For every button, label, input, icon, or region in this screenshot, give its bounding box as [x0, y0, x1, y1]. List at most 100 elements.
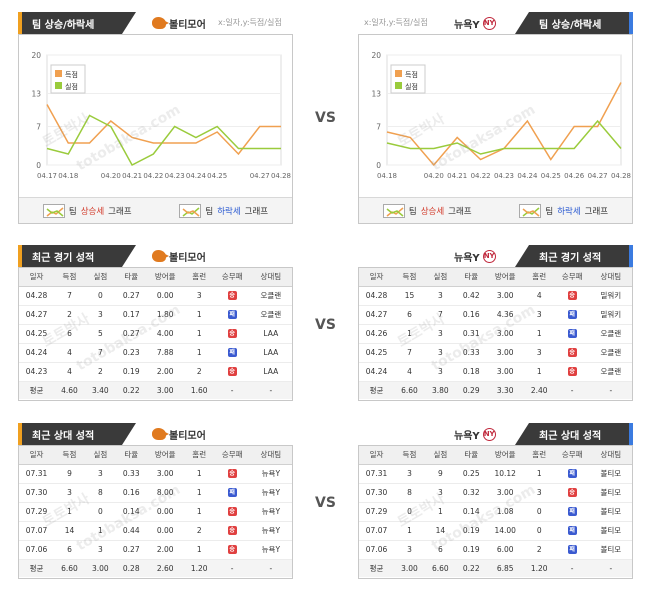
average-cell: 평균 [359, 559, 395, 577]
table-cell: 3.00 [486, 324, 524, 344]
vs-label-chart: VS [315, 110, 336, 126]
y-tick-label: 20 [31, 51, 41, 60]
h2h-table-left: 일자 득점 실점 타율 방어율 홈런 승무패 상대팀 07.31 9 3 0.33 3.00 1 승 뉴욕Y 0… [18, 445, 293, 579]
average-cell: - [554, 381, 590, 399]
table-cell: 0.18 [455, 362, 487, 382]
y-tick-label: 7 [36, 123, 41, 132]
table-cell: 04.25 [359, 343, 395, 363]
table-cell: 8 [394, 483, 425, 503]
h2h-tab-left: 최근 상대 성적 [18, 423, 136, 445]
table-cell: 3 [394, 540, 425, 560]
h2h-title: 최근 상대 성적 [32, 430, 95, 442]
table-cell: 1 [183, 483, 215, 503]
up-graph-icon [382, 203, 405, 218]
x-tick-label: 04.22 [143, 172, 163, 180]
h2h-header-right: 뉴욕Y NY 최근 상대 성적 [358, 423, 633, 445]
trend-tab-left: 팀 상승/하락세 [18, 12, 136, 34]
legend-up-word: 상승세 [80, 206, 105, 217]
column-header: 상대팀 [249, 446, 292, 465]
legend-up-word: 상승세 [420, 206, 445, 217]
table-cell: 14 [54, 521, 85, 541]
table-cell: 0.44 [115, 521, 147, 541]
table-cell: 7 [424, 305, 456, 325]
table-cell: 3.00 [146, 464, 184, 484]
recent-table-left: 일자 득점 실점 타율 방어율 홈런 승무패 상대팀 04.28 7 0 0.27 0.00 3 승 오클랜 0… [18, 267, 293, 401]
table-cell: 5 [84, 324, 116, 344]
table-cell: LAA [249, 324, 292, 344]
axis-note-right: x:일자,y:득점/실점 [364, 18, 428, 27]
orioles-bird-icon [152, 17, 169, 29]
table-cell: 3 [54, 483, 85, 503]
h2h-title: 최근 상대 성적 [539, 430, 602, 442]
table-cell: 0 [523, 521, 555, 541]
up-graph-icon [42, 203, 65, 218]
column-header: 득점 [54, 446, 85, 465]
table-cell: 3 [424, 343, 456, 363]
table-cell: 1 [183, 305, 215, 325]
table-cell: 뉴욕Y [249, 464, 292, 484]
average-cell: 3.00 [394, 559, 425, 577]
table-cell: 1 [424, 502, 456, 522]
table-cell: 07.06 [19, 540, 55, 560]
table-cell: 04.24 [19, 343, 55, 363]
table-cell: 4.00 [146, 324, 184, 344]
table-cell: 0.00 [146, 521, 184, 541]
average-cell: 3.80 [424, 381, 456, 399]
legend-swatch [55, 70, 62, 77]
y-tick-label: 7 [376, 123, 381, 132]
table-row: 07.07 14 1 0.44 0.00 2 승 뉴욕Y [19, 521, 292, 541]
x-tick-label: 04.18 [58, 172, 78, 180]
table-cell: 04.28 [359, 286, 395, 306]
x-tick-label: 04.28 [271, 172, 291, 180]
legend-label: 득점 [405, 71, 418, 79]
average-cell: 3.00 [84, 559, 116, 577]
recent-left-table: 일자 득점 실점 타율 방어율 홈런 승무패 상대팀 04.28 7 0 0.27 0.00 3 승 오클랜 0… [19, 268, 292, 399]
average-cell: 2.60 [146, 559, 184, 577]
team-right-label: 뉴욕Y NY [454, 248, 496, 264]
result-cell: 승 [214, 540, 250, 560]
result-cell: 승 [214, 521, 250, 541]
table-cell: LAA [249, 362, 292, 382]
x-tick-label: 04.26 [564, 172, 585, 180]
table-cell: 0.16 [115, 483, 147, 503]
table-cell: 0.19 [455, 540, 487, 560]
series-line [46, 114, 281, 167]
table-cell: 오클랜 [249, 286, 292, 306]
result-cell: 패 [554, 305, 590, 325]
series-line [386, 119, 622, 155]
table-cell: 밀워키 [589, 305, 632, 325]
legend-down-item: 팀 하락세 그래프 [179, 203, 268, 218]
h2h-table-right: 일자 득점 실점 타율 방어율 홈런 승무패 상대팀 07.31 3 9 0.25 10.12 1 패 볼티모… [358, 445, 633, 579]
table-cell: 뉴욕Y [249, 502, 292, 522]
result-badge: 승 [567, 367, 577, 377]
result-badge: 패 [227, 310, 237, 320]
vs-label-recent: VS [315, 317, 336, 333]
recent-title: 최근 경기 성적 [539, 252, 602, 264]
y-tick-label: 0 [36, 161, 41, 170]
table-cell: 0.16 [455, 305, 487, 325]
recent-tab-right: 최근 경기 성적 [515, 245, 633, 267]
table-cell: 2 [183, 362, 215, 382]
table-cell: 2 [183, 521, 215, 541]
team-left-label: 볼티모어 [152, 426, 206, 442]
result-cell: 승 [554, 343, 590, 363]
table-cell: 7.88 [146, 343, 184, 363]
column-header: 승무패 [554, 268, 590, 287]
x-tick-label: 04.28 [611, 172, 631, 180]
x-tick-label: 04.23 [165, 172, 185, 180]
result-badge: 승 [227, 507, 237, 517]
table-cell: 8.00 [146, 483, 184, 503]
column-header: 득점 [394, 446, 425, 465]
table-cell: 0 [523, 502, 555, 522]
column-header: 득점 [394, 268, 425, 287]
table-cell: 3 [424, 362, 456, 382]
table-cell: 오클랜 [589, 362, 632, 382]
table-cell: 0.19 [455, 521, 487, 541]
table-cell: 1 [183, 343, 215, 363]
result-cell: 패 [214, 483, 250, 503]
table-cell: 0.33 [115, 464, 147, 484]
column-header: 득점 [54, 268, 85, 287]
column-header: 승무패 [214, 268, 250, 287]
average-cell: 0.29 [455, 381, 487, 399]
average-cell: - [249, 381, 292, 399]
